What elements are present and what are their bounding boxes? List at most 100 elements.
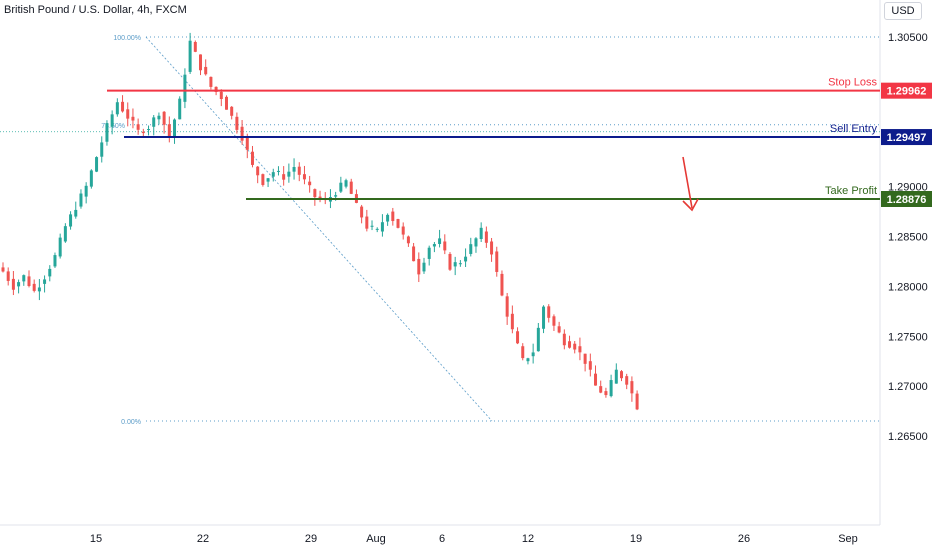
candle-body [282,174,286,180]
candle-body [6,271,10,281]
take-profit-price-tag [881,190,932,207]
x-tick-label: 19 [630,533,642,545]
fib-level-label: 0.00% [121,419,141,426]
candle-body [95,157,99,172]
x-tick-label: 22 [197,533,209,545]
candle-body [422,262,426,272]
y-tick-label: 1.28500 [888,232,928,244]
candle-body [37,287,41,292]
candle-body [193,41,197,52]
candle-body [578,346,582,353]
candle-body [375,228,379,230]
candle-body [583,353,587,364]
candle-body [266,178,270,182]
candle-body [339,182,343,192]
candle-body [360,206,364,218]
candle-body [74,209,78,217]
candle-body [11,278,15,290]
take-profit-label: Take Profit [825,185,877,197]
projection-arrow [682,156,693,209]
candle-body [365,216,369,229]
candle-body [635,393,639,410]
candle-body [69,214,73,227]
candle-body [292,167,296,172]
candle-body [100,142,104,157]
candle-body [500,273,504,296]
candle-body [188,40,192,72]
candle-body [157,115,161,120]
candle-body [204,66,208,75]
candle-body [536,327,540,352]
candle-body [490,241,494,255]
candle-body [458,263,462,265]
candle-body [562,333,566,346]
candle-body [412,246,416,262]
candle-body [526,358,530,362]
candle-body [53,255,57,267]
candle-body [27,276,31,286]
candle-body [614,369,618,384]
candle-body [469,244,473,254]
candle-body [256,166,260,176]
candle-body [630,381,634,394]
candle-body [474,238,478,247]
candle-body [427,247,431,259]
candle-body [261,174,265,185]
candle-body [380,222,384,232]
stop-loss-price-tag [881,82,932,99]
candle-body [235,116,239,130]
candle-body [573,343,577,350]
fib-level-label: 100.00% [113,35,141,42]
candle-body [121,101,125,112]
candle-body [173,119,177,137]
candle-body [531,352,535,357]
candle-body [391,211,395,222]
candle-body [479,227,483,239]
y-tick-label: 1.29000 [888,182,928,194]
candle-body [178,98,182,120]
candle-body [126,109,130,119]
projection-arrow-head [682,198,699,212]
candle-body [136,124,140,130]
currency-button[interactable]: USD [884,2,922,20]
candle-body [625,376,629,385]
candle-body [141,131,145,134]
x-tick-label: 29 [305,533,317,545]
candle-body [604,391,608,396]
candle-body [240,126,244,141]
x-tick-label: Aug [366,533,386,545]
candle-body [609,380,613,397]
y-tick-label: 1.30500 [888,32,928,44]
candle-body [167,124,171,138]
sell-entry-price-text: 1.29497 [887,132,927,144]
candle-body [276,170,280,172]
candle-body [209,76,213,87]
candle-body [302,174,306,180]
candle-body [396,219,400,228]
candle-body [48,268,52,277]
candle-body [214,86,218,92]
candle-body [287,171,291,177]
candle-body [84,185,88,197]
candle-body [110,114,114,127]
candle-body [245,136,249,150]
candle-body [568,341,572,348]
candle-body [432,244,436,247]
candle-body [401,226,405,235]
candle-body [105,123,109,142]
candle-body [542,306,546,329]
candle-body [89,170,93,187]
candle-body [453,262,457,267]
candle-body [115,102,119,115]
candle-body [516,331,520,344]
candle-body [370,225,374,227]
candle-body [552,316,556,326]
candle-body [599,386,603,393]
candle-body [297,166,301,175]
x-tick-label: 6 [439,533,445,545]
candle-body [1,267,5,272]
candle-body [318,196,322,199]
candle-body [464,256,468,262]
candle-body [58,237,62,257]
